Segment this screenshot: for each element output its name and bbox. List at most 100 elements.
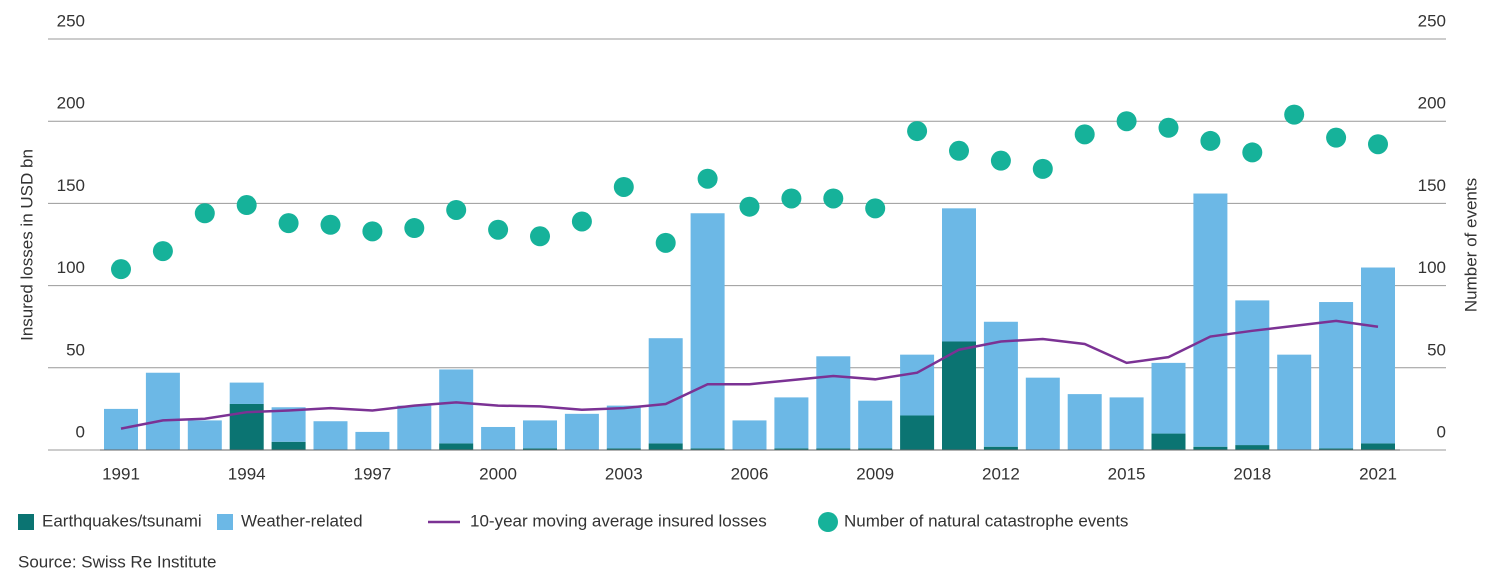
bar — [523, 448, 557, 450]
dot — [571, 211, 592, 232]
legend-label: Number of natural catastrophe events — [844, 511, 1128, 530]
x-tick-label: 2018 — [1233, 464, 1271, 483]
bar — [942, 341, 976, 450]
x-tick-label: 2000 — [479, 464, 517, 483]
dot — [1326, 127, 1347, 148]
y2-tick-label: 100 — [1418, 258, 1446, 277]
bar — [858, 400, 893, 449]
dot — [1284, 104, 1305, 125]
dot — [697, 168, 718, 189]
x-tick-label: 2012 — [982, 464, 1020, 483]
x-tick-label: 2021 — [1359, 464, 1397, 483]
bar — [816, 448, 851, 450]
dot — [655, 232, 676, 253]
legend-swatch — [18, 514, 34, 530]
bar — [606, 405, 641, 449]
bar — [1067, 394, 1102, 450]
dot — [1158, 117, 1179, 138]
dot — [404, 218, 425, 239]
y2-tick-label: 50 — [1427, 340, 1446, 359]
dot — [278, 213, 299, 234]
dot — [194, 203, 215, 224]
y2-axis-label: Number of events — [1461, 178, 1480, 312]
dot — [152, 241, 173, 262]
y-tick-label: 250 — [57, 11, 85, 30]
bar — [690, 448, 725, 450]
dot — [1200, 130, 1221, 151]
bar — [816, 356, 851, 449]
dot — [781, 188, 802, 209]
bar — [1025, 377, 1060, 450]
bar — [229, 382, 264, 404]
y-tick-label: 200 — [57, 94, 85, 113]
bar — [1277, 354, 1312, 450]
dot — [1074, 124, 1095, 145]
bar — [145, 372, 180, 450]
bar — [481, 426, 516, 450]
bar — [732, 420, 767, 450]
x-tick-label: 1994 — [228, 464, 266, 483]
dot — [823, 188, 844, 209]
bar — [774, 448, 809, 450]
dot — [1116, 111, 1137, 132]
dot — [1032, 158, 1053, 179]
x-tick-label: 2009 — [856, 464, 894, 483]
bar — [1193, 446, 1228, 450]
dot — [613, 176, 634, 197]
dot — [236, 195, 257, 216]
bar — [271, 441, 306, 450]
y2-tick-label: 250 — [1418, 11, 1446, 30]
x-tick-label: 2015 — [1108, 464, 1146, 483]
bar — [397, 405, 432, 450]
bar — [648, 338, 683, 444]
bar — [355, 431, 390, 450]
bar — [1151, 433, 1186, 450]
y2-tick-label: 200 — [1418, 94, 1446, 113]
legend-label: Earthquakes/tsunami — [42, 511, 202, 530]
source: Source: Swiss Re Institute — [18, 552, 216, 571]
bar — [1319, 302, 1354, 449]
bar — [1109, 397, 1144, 450]
x-tick-label: 1991 — [102, 464, 140, 483]
dot — [865, 198, 886, 219]
bar — [1361, 267, 1395, 444]
x-tick-label: 1997 — [353, 464, 391, 483]
bar — [523, 420, 557, 449]
bar — [271, 407, 306, 442]
bar — [1235, 300, 1270, 446]
bar — [1151, 362, 1186, 434]
bar — [690, 213, 725, 449]
dot — [488, 219, 509, 240]
legend-label: Weather-related — [241, 511, 363, 530]
bar — [313, 421, 348, 450]
bar — [774, 397, 809, 449]
y-tick-label: 100 — [57, 258, 85, 277]
dot — [111, 259, 131, 280]
bar — [606, 448, 641, 450]
bar — [648, 443, 683, 450]
bar — [564, 413, 599, 450]
bar — [900, 354, 935, 416]
bar — [1361, 443, 1395, 450]
bar — [439, 443, 474, 450]
legend-swatch — [818, 512, 838, 532]
bar — [983, 446, 1018, 450]
y-axis-label: Insured losses in USD bn — [17, 149, 36, 341]
bar — [187, 420, 222, 450]
dot — [949, 140, 969, 161]
bar — [1319, 448, 1354, 450]
bar — [439, 369, 474, 444]
dot — [907, 121, 928, 142]
y2-tick-label: 0 — [1437, 422, 1446, 441]
bar — [1235, 445, 1270, 450]
x-tick-label: 2006 — [731, 464, 769, 483]
line — [120, 319, 1379, 430]
bar — [104, 408, 138, 450]
bar — [858, 448, 893, 450]
legend-swatch — [217, 514, 233, 530]
dot — [362, 221, 383, 242]
dot — [739, 196, 760, 217]
y-tick-label: 0 — [76, 422, 85, 441]
bar — [1193, 193, 1228, 447]
